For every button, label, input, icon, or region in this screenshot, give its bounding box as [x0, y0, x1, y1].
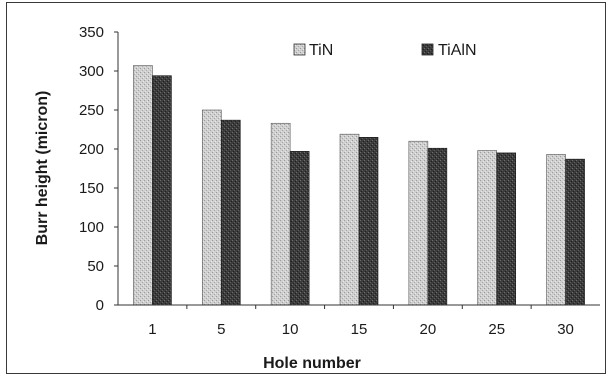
x-tick-label-10: 10 [282, 321, 299, 338]
legend-label-tialn: TiAlN [438, 42, 477, 59]
x-tick-label-1: 1 [148, 321, 156, 338]
bars [133, 65, 585, 306]
bar-tialn-hole-5 [220, 119, 241, 306]
y-tick-label-200: 200 [79, 141, 104, 158]
bar-tialn-hole-25 [496, 152, 517, 306]
bar-tin-hole-20 [408, 140, 429, 306]
bar-tin-hole-15 [339, 133, 360, 306]
y-tick-label-100: 100 [79, 219, 104, 236]
x-tick-label-20: 20 [420, 321, 437, 338]
bar-tin-hole-1 [133, 65, 153, 306]
y-tick-label-0: 0 [96, 297, 104, 314]
legend-label-tin: TiN [309, 42, 333, 59]
bar-tialn-hole-1 [152, 75, 172, 306]
legend-swatch-tin [293, 43, 306, 56]
bar-tin-hole-5 [201, 109, 222, 306]
y-axis-tick-labels: 0 50 100 150 200 250 300 350 [79, 24, 104, 314]
y-tick-label-250: 250 [79, 102, 104, 119]
x-axis-tick-labels: 1 5 10 15 20 25 30 [148, 321, 574, 338]
x-tick-label-30: 30 [557, 321, 574, 338]
y-tick-label-50: 50 [87, 258, 104, 275]
bar-tin-hole-25 [477, 150, 498, 306]
bar-tialn-hole-15 [358, 137, 379, 306]
y-tick-label-350: 350 [79, 24, 104, 41]
axes [114, 31, 600, 309]
y-axis-title: Burr height (micron) [34, 91, 51, 246]
x-tick-label-25: 25 [488, 321, 505, 338]
legend: TiN TiAlN [293, 42, 477, 59]
x-tick-label-5: 5 [217, 321, 225, 338]
x-axis-title: Hole number [263, 355, 361, 372]
y-tick-label-300: 300 [79, 63, 104, 80]
bar-tialn-hole-20 [427, 147, 448, 306]
bar-tin-hole-30 [546, 154, 566, 306]
y-tick-label-150: 150 [79, 180, 104, 197]
bar-tialn-hole-10 [289, 151, 310, 306]
bar-tialn-hole-30 [565, 158, 585, 306]
x-tick-label-15: 15 [351, 321, 368, 338]
legend-swatch-tialn [421, 43, 434, 56]
bar-tin-hole-10 [270, 122, 291, 306]
